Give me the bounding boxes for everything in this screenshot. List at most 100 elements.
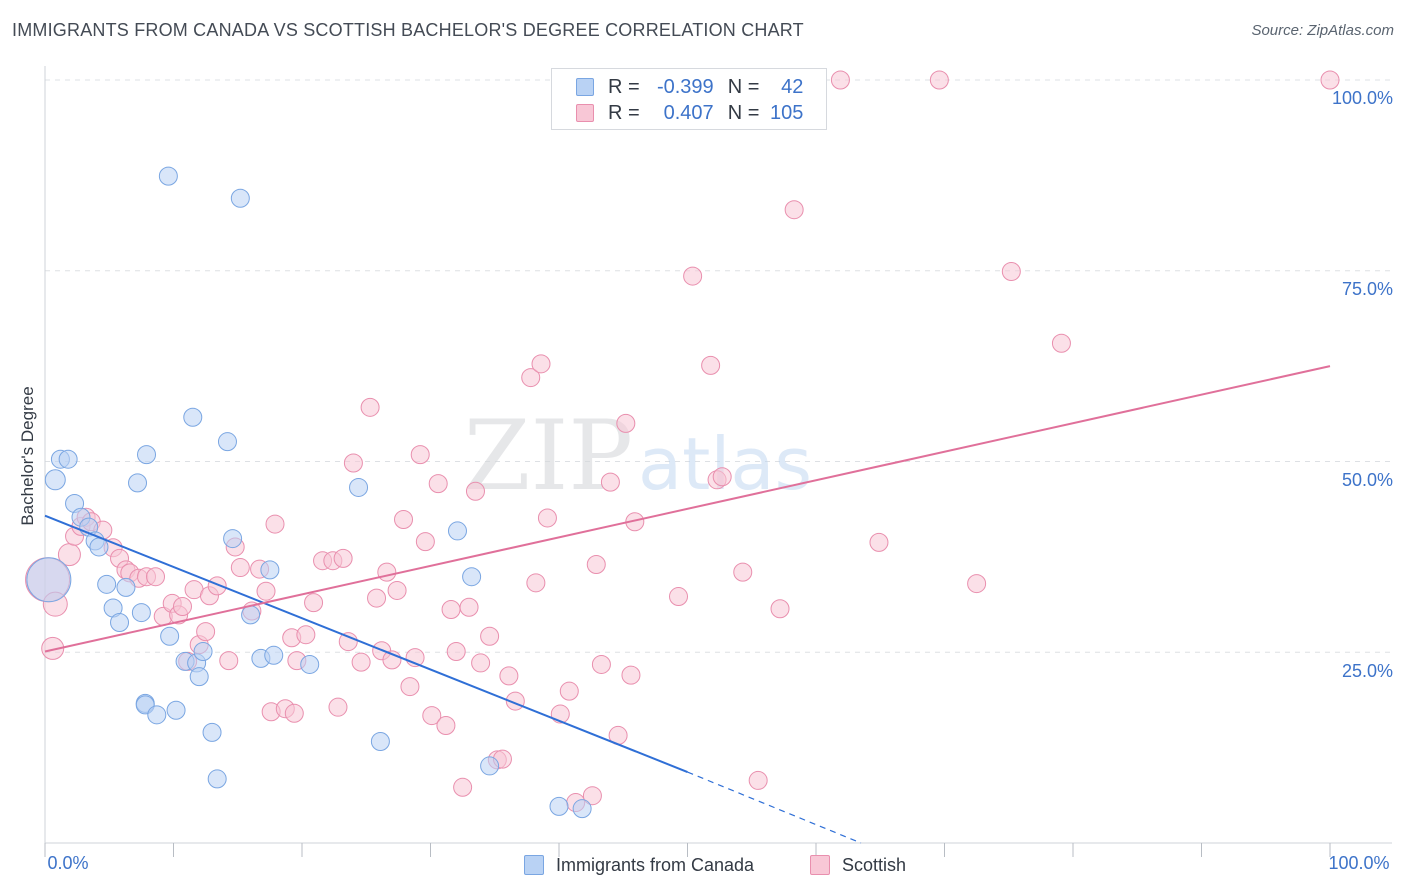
point-scottish: [196, 622, 216, 642]
y-tick-label-50: 50.0%: [1342, 470, 1393, 490]
point-scottish: [712, 467, 732, 487]
legend-n-value-canada: 42: [781, 75, 804, 98]
point-canada: [193, 641, 213, 661]
legend-row-scottish: R = 0.407 N = 105: [576, 100, 803, 126]
point-canada: [147, 705, 167, 725]
y-tick-label-75: 75.0%: [1342, 279, 1393, 299]
point-scottish: [669, 587, 689, 607]
bottom-legend-canada[interactable]: Immigrants from Canada: [524, 852, 754, 878]
point-scottish: [428, 474, 448, 494]
point-canada: [462, 567, 482, 587]
point-scottish: [172, 596, 192, 616]
point-scottish: [304, 593, 324, 613]
point-scottish: [207, 576, 227, 596]
point-scottish: [683, 266, 703, 286]
point-scottish: [230, 558, 250, 578]
x-tick-label-min: 0.0%: [47, 853, 88, 873]
point-scottish: [265, 514, 285, 534]
x-tick-label-max: 100.0%: [1328, 853, 1389, 873]
point-scottish: [967, 574, 987, 594]
point-canada: [300, 654, 320, 674]
point-scottish: [436, 715, 456, 735]
point-canada: [189, 667, 209, 687]
correlation-legend: R = -0.399 N = 42 R = 0.407 N = 105: [551, 68, 827, 130]
point-scottish: [410, 445, 430, 465]
point-canada: [217, 432, 237, 452]
point-canada: [241, 605, 261, 625]
watermark-atlas: atlas: [638, 422, 812, 506]
point-canada: [230, 188, 250, 208]
point-scottish: [296, 625, 316, 645]
point-scottish: [770, 599, 790, 619]
point-canada: [137, 445, 157, 465]
point-scottish: [531, 354, 551, 374]
watermark-zip: ZIP: [464, 400, 633, 512]
legend-n-label: N =: [727, 101, 760, 124]
legend-r-label: R =: [608, 101, 640, 124]
point-scottish: [256, 581, 276, 601]
axes: [44, 66, 1392, 857]
point-scottish: [1320, 70, 1340, 90]
point-scottish: [394, 509, 414, 529]
legend-r-value-scottish: 0.407: [663, 101, 714, 124]
point-canada: [116, 577, 136, 597]
point-scottish: [701, 355, 721, 375]
point-scottish: [600, 472, 620, 492]
point-scottish: [869, 532, 889, 552]
point-scottish: [333, 548, 353, 568]
bottom-legend-swatch-canada: [524, 855, 544, 875]
point-scottish: [591, 654, 611, 674]
source-label: Source: ZipAtlas.com: [1251, 22, 1394, 39]
point-scottish: [929, 70, 949, 90]
point-scottish: [830, 70, 850, 90]
legend-r-value-canada: -0.399: [656, 75, 714, 98]
bottom-legend-label-scottish: Scottish: [842, 854, 907, 875]
point-scottish: [559, 681, 579, 701]
point-scottish: [146, 567, 166, 587]
legend-n-label: N =: [727, 75, 760, 98]
tick-labels: 0.0% 100.0% 25.0% 50.0% 75.0% 100.0%: [47, 88, 1393, 873]
bottom-legend-scottish[interactable]: Scottish: [810, 852, 906, 878]
point-scottish: [733, 562, 753, 582]
point-scottish: [367, 588, 387, 608]
point-scottish: [537, 508, 557, 528]
point-scottish: [465, 481, 485, 501]
point-scottish: [1051, 333, 1071, 353]
y-tick-label-100: 100.0%: [1332, 88, 1393, 108]
trend-line-canada: [44, 514, 688, 773]
point-canada: [223, 529, 243, 549]
point-canada: [549, 796, 569, 816]
legend-n-value-scottish: 105: [770, 101, 804, 124]
legend-r-label: R =: [608, 75, 640, 98]
trend-line-scottish: [44, 365, 1331, 653]
point-scottish: [621, 665, 641, 685]
point-scottish: [387, 580, 407, 600]
point-canada: [183, 407, 203, 427]
point-scottish: [351, 652, 371, 672]
point-scottish: [415, 532, 435, 552]
point-scottish: [526, 573, 546, 593]
point-canada: [97, 574, 117, 594]
point-canada: [480, 756, 500, 776]
point-canada: [131, 603, 151, 623]
point-canada: [202, 722, 222, 742]
point-canada: [58, 449, 78, 469]
point-scottish: [459, 597, 479, 617]
point-scottish: [343, 453, 363, 473]
legend-swatch-canada: [576, 78, 594, 96]
point-canada: [26, 557, 72, 603]
bottom-legend-swatch-scottish: [810, 855, 830, 875]
point-canada: [572, 799, 592, 819]
point-scottish: [328, 697, 348, 717]
point-scottish: [616, 413, 636, 433]
point-canada: [158, 166, 178, 186]
point-canada: [128, 473, 148, 493]
point-scottish: [377, 562, 397, 582]
point-scottish: [360, 397, 380, 417]
point-canada: [44, 469, 66, 491]
y-tick-label-25: 25.0%: [1342, 661, 1393, 681]
trend-line-canada-extension: [687, 771, 862, 844]
point-canada: [110, 612, 130, 632]
trend-lines: [44, 365, 1331, 844]
